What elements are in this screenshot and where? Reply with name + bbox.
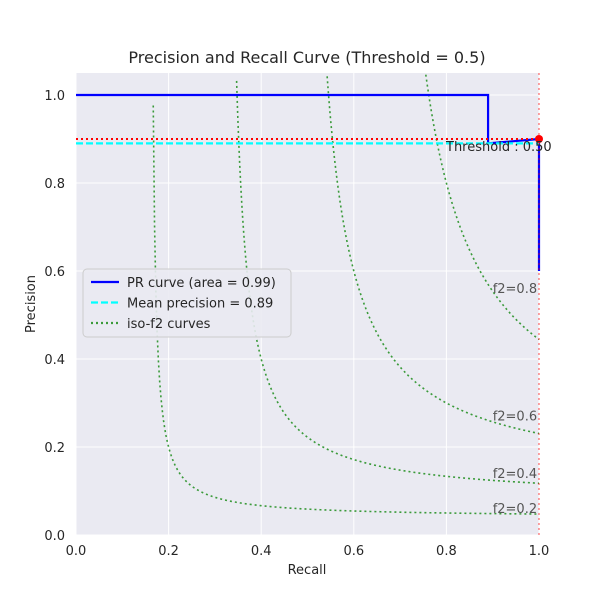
legend-label: Mean precision = 0.89	[127, 297, 273, 312]
iso-f2-label: f2=0.2	[493, 502, 537, 517]
x-axis-label: Recall	[288, 563, 327, 578]
iso-f2-curve	[235, 80, 540, 485]
threshold-point	[535, 135, 543, 143]
x-tick-label: 0.4	[251, 544, 272, 559]
x-tick-label: 0.0	[66, 544, 87, 559]
legend-label: iso-f2 curves	[127, 317, 211, 332]
y-tick-label: 0.0	[44, 529, 65, 544]
x-tick-label: 1.0	[529, 544, 550, 559]
y-tick-label: 0.6	[44, 265, 65, 280]
y-tick-label: 0.2	[44, 441, 65, 456]
iso-f2-curve	[152, 105, 540, 515]
threshold-label: Threshold : 0.50	[445, 140, 552, 155]
iso-f2-label: f2=0.6	[493, 410, 537, 425]
y-tick-label: 0.8	[44, 177, 65, 192]
x-tick-label: 0.2	[158, 544, 179, 559]
iso-f2-curves: f2=0.2 f2=0.4 f2=0.6 f2=0.8	[152, 74, 540, 517]
y-axis-label: Precision	[24, 275, 39, 333]
tick-labels: 0.0 0.2 0.4 0.6 0.8 1.0 0.0 0.2 0.4 0.6 0.8 1.0	[44, 89, 549, 559]
legend-box	[82, 268, 292, 338]
legend-label: PR curve (area = 0.99)	[127, 276, 276, 291]
x-tick-label: 0.6	[343, 544, 364, 559]
iso-f2-label: f2=0.8	[493, 282, 537, 297]
iso-f2-curve	[326, 76, 540, 435]
y-tick-label: 0.4	[44, 353, 65, 368]
legend: PR curve (area = 0.99) Mean precision = 0…	[82, 268, 292, 338]
threshold-marks: Threshold : 0.50	[76, 73, 552, 535]
x-tick-label: 0.8	[436, 544, 457, 559]
iso-f2-label: f2=0.4	[493, 467, 537, 482]
y-tick-label: 1.0	[44, 89, 65, 104]
chart-title: Precision and Recall Curve (Threshold = …	[128, 48, 485, 67]
iso-f2-curve	[425, 74, 540, 341]
